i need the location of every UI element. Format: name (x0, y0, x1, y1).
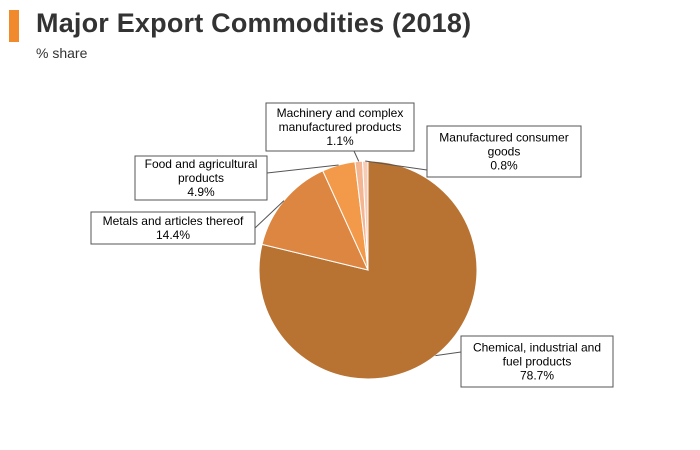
data-label-name: Manufactured consumer (439, 131, 568, 145)
data-label-value: 1.1% (326, 134, 354, 148)
data-label-name: Metals and articles thereof (103, 214, 244, 228)
data-label-name: Food and agricultural (145, 157, 258, 171)
leader-line-metals-and-articles-thereof (254, 200, 285, 229)
data-label-box (265, 102, 415, 152)
leader-line-machinery-and-complex-manufactured-products (353, 150, 360, 162)
leader-line-chemical-industrial-and-fuel-products (435, 351, 462, 357)
pie-slice-metals-and-articles-thereof (261, 170, 369, 271)
data-label-value: 14.4% (156, 228, 190, 242)
data-label-value: 4.9% (187, 185, 215, 199)
data-label-name: products (178, 171, 224, 185)
data-label-name: manufactured products (279, 120, 402, 134)
data-label-name: fuel products (503, 355, 572, 369)
data-label-box (90, 211, 256, 245)
leader-line-manufactured-consumer-goods (365, 160, 428, 171)
data-label-value: 78.7% (520, 369, 554, 383)
title-accent-bar (9, 10, 19, 42)
data-label-box (460, 335, 614, 388)
data-label-name: Chemical, industrial and (473, 341, 601, 355)
leader-line-food-and-agricultural-products (266, 164, 339, 174)
data-label-value: 0.8% (490, 159, 518, 173)
data-label-name: Machinery and complex (277, 106, 404, 120)
data-label-name: goods (488, 145, 521, 159)
data-label-box (426, 125, 582, 178)
data-label-box (134, 155, 268, 201)
chart-subtitle: % share (36, 45, 88, 61)
chart-title: Major Export Commodities (2018) (36, 8, 472, 38)
